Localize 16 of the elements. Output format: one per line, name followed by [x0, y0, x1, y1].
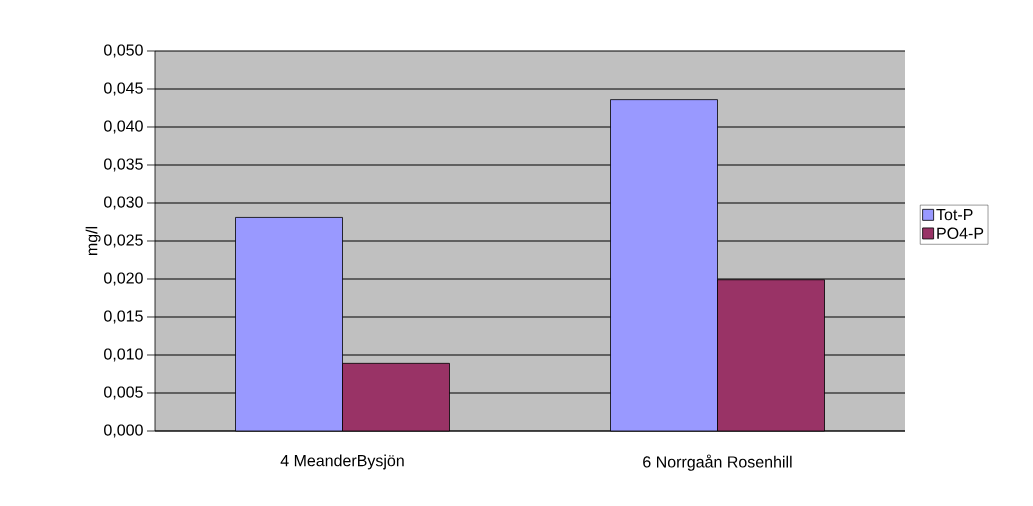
legend-label: PO4-P	[937, 227, 984, 239]
y-tick-label: 0,010	[104, 348, 143, 362]
y-tick-label: 0,035	[104, 158, 143, 172]
y-axis-title: mg/l	[85, 226, 101, 256]
y-tick-label: 0,040	[104, 120, 143, 134]
y-tick-label: 0,025	[104, 234, 143, 248]
y-tick-label: 0,015	[104, 310, 143, 324]
y-tick-label: 0,000	[104, 424, 143, 438]
y-tick-label: 0,050	[104, 44, 143, 58]
x-tick-label: 4 MeanderBysjön	[280, 454, 404, 470]
y-tick-label: 0,005	[104, 386, 143, 400]
x-tick-label: 6 Norrgaån Rosenhill	[643, 454, 792, 471]
y-tick-label: 0,030	[104, 196, 143, 210]
legend-label: Tot-P	[936, 209, 973, 221]
y-tick-label: 0,020	[104, 272, 143, 286]
y-tick-label: 0,045	[104, 82, 143, 96]
